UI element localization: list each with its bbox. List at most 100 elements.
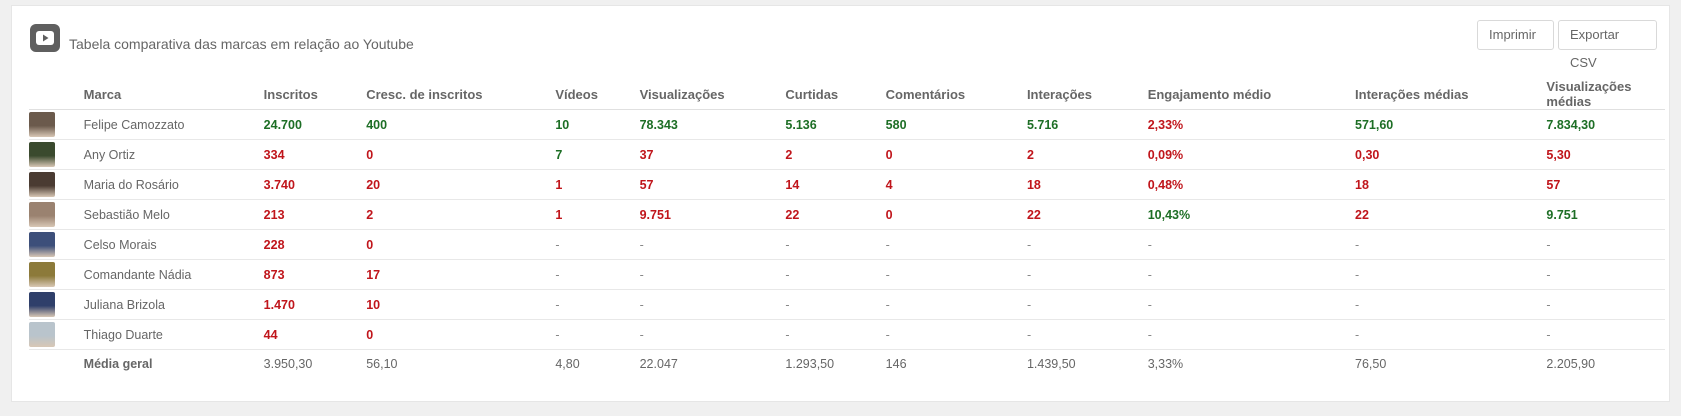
average-cell: 2.205,90 bbox=[1546, 357, 1596, 371]
brand-name: Thiago Duarte bbox=[83, 319, 264, 350]
column-header[interactable]: Inscritos bbox=[263, 79, 367, 110]
table-cell: 57 bbox=[1546, 169, 1665, 200]
table-cell: 0 bbox=[366, 229, 556, 260]
avatar bbox=[29, 292, 55, 317]
table-cell: 334 bbox=[263, 139, 367, 170]
table-cell: 57 bbox=[639, 169, 786, 200]
avatar bbox=[29, 322, 55, 347]
table-cell: 228 bbox=[263, 229, 367, 260]
table-header-row: Marca Inscritos Cresc. de inscritos Víde… bbox=[29, 79, 1665, 110]
table-cell: - bbox=[1546, 259, 1665, 290]
table-cell: 0,48% bbox=[1147, 169, 1356, 200]
print-button[interactable]: Imprimir bbox=[1477, 20, 1554, 50]
table-row: Any Ortiz 334 0 7 37 2 0 2 0,09% 0,30 5,30 bbox=[29, 139, 1665, 170]
table-cell: 1 bbox=[555, 169, 640, 200]
average-label: Média geral bbox=[83, 357, 153, 371]
table-cell: 4 bbox=[885, 169, 1027, 200]
table-cell: 0 bbox=[366, 319, 556, 350]
table-cell: 571,60 bbox=[1355, 109, 1547, 140]
column-header[interactable]: Interações médias bbox=[1355, 79, 1547, 110]
avatar-cell bbox=[29, 169, 84, 200]
column-header[interactable]: Interações bbox=[1026, 79, 1148, 110]
table-cell: 0,09% bbox=[1147, 139, 1356, 170]
table-cell: - bbox=[1026, 259, 1148, 290]
average-avatar-cell bbox=[29, 350, 84, 379]
avatar bbox=[29, 172, 55, 197]
avatar bbox=[29, 112, 55, 137]
table-cell: - bbox=[639, 319, 786, 350]
column-header[interactable]: Comentários bbox=[885, 79, 1027, 110]
table-cell: 9.751 bbox=[639, 199, 786, 230]
table-cell: 14 bbox=[785, 169, 886, 200]
table-cell: - bbox=[1355, 259, 1547, 290]
column-header[interactable]: Visualizações bbox=[639, 79, 786, 110]
table-cell: 37 bbox=[639, 139, 786, 170]
table-cell: 20 bbox=[366, 169, 556, 200]
table-cell: - bbox=[555, 259, 640, 290]
table-row: Sebastião Melo 213 2 1 9.751 22 0 22 10,43% 22 9.7… bbox=[29, 199, 1665, 230]
table-cell: - bbox=[785, 259, 886, 290]
average-cell: 3,33% bbox=[1147, 357, 1184, 371]
table-cell: 873 bbox=[263, 259, 367, 290]
average-cell: 146 bbox=[885, 357, 907, 371]
table-cell: 5,30 bbox=[1546, 139, 1665, 170]
brand-name: Any Ortiz bbox=[83, 139, 264, 170]
table-row: Comandante Nádia 873 17- - - - - - - - bbox=[29, 259, 1665, 290]
table-cell: - bbox=[1026, 229, 1148, 260]
table-cell: 9.751 bbox=[1546, 199, 1665, 230]
column-header[interactable]: Engajamento médio bbox=[1147, 79, 1356, 110]
table-cell: - bbox=[1026, 319, 1148, 350]
column-header[interactable]: Vídeos bbox=[555, 79, 640, 110]
table-cell: - bbox=[785, 289, 886, 320]
table-cell: 2 bbox=[366, 199, 556, 230]
avatar bbox=[29, 142, 55, 167]
avatar-cell bbox=[29, 199, 84, 230]
table-row: Celso Morais 228 0- - - - - - - - bbox=[29, 229, 1665, 260]
column-header[interactable]: Marca bbox=[83, 79, 264, 110]
comparison-table: Marca Inscritos Cresc. de inscritos Víde… bbox=[29, 79, 1665, 378]
table-cell: 7 bbox=[555, 139, 640, 170]
table-cell: - bbox=[885, 259, 1027, 290]
avatar-cell bbox=[29, 229, 84, 260]
table-cell: 2,33% bbox=[1147, 109, 1356, 140]
column-header[interactable]: Curtidas bbox=[785, 79, 886, 110]
average-cell: 76,50 bbox=[1355, 357, 1387, 371]
table-cell: 24.700 bbox=[263, 109, 367, 140]
avatar bbox=[29, 232, 55, 257]
table-cell: - bbox=[785, 319, 886, 350]
export-csv-button[interactable]: Exportar CSV bbox=[1558, 20, 1657, 70]
table-cell: 18 bbox=[1026, 169, 1148, 200]
table-cell: - bbox=[785, 229, 886, 260]
table-cell: - bbox=[1546, 289, 1665, 320]
table-cell: 0,30 bbox=[1355, 139, 1547, 170]
table-cell: 1.470 bbox=[263, 289, 367, 320]
table-row: Juliana Brizola 1.470 10- - - - - - - - bbox=[29, 289, 1665, 320]
avatar-cell bbox=[29, 319, 84, 350]
table-cell: - bbox=[1355, 289, 1547, 320]
table-cell: 0 bbox=[366, 139, 556, 170]
table-cell: 7.834,30 bbox=[1546, 109, 1665, 140]
table-row: Thiago Duarte 44 0- - - - - - - - bbox=[29, 319, 1665, 350]
table-cell: 5.716 bbox=[1026, 109, 1148, 140]
brand-name: Sebastião Melo bbox=[83, 199, 264, 230]
column-header[interactable]: Cresc. de inscritos bbox=[366, 79, 556, 110]
avatar-cell bbox=[29, 289, 84, 320]
average-cell: 4,80 bbox=[555, 357, 580, 371]
table-cell: - bbox=[1026, 289, 1148, 320]
column-header[interactable]: Visualizações médias bbox=[1546, 79, 1665, 110]
table-cell: 17 bbox=[366, 259, 556, 290]
table-cell: - bbox=[1355, 319, 1547, 350]
average-cell: 22.047 bbox=[639, 357, 678, 371]
table-cell: 22 bbox=[785, 199, 886, 230]
table-cell: 1 bbox=[555, 199, 640, 230]
average-cell: 1.293,50 bbox=[785, 357, 835, 371]
table-cell: - bbox=[555, 289, 640, 320]
table-cell: - bbox=[639, 229, 786, 260]
table-row: Felipe Camozzato 24.700 400 10 78.343 5.136 58… bbox=[29, 109, 1665, 140]
table-cell: - bbox=[885, 319, 1027, 350]
avatar-cell bbox=[29, 139, 84, 170]
average-row: Média geral 3.950,30 56,10 4,80 22.047 1… bbox=[29, 350, 1665, 379]
table-cell: - bbox=[885, 289, 1027, 320]
table-cell: 5.136 bbox=[785, 109, 886, 140]
avatar-cell bbox=[29, 259, 84, 290]
